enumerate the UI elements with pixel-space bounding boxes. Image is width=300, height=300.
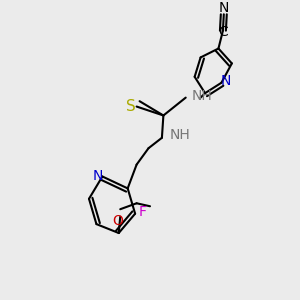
Text: O: O (112, 214, 123, 227)
Text: N: N (219, 1, 229, 15)
Text: C: C (218, 25, 228, 39)
Text: NH: NH (169, 128, 190, 142)
Text: NH: NH (192, 89, 212, 103)
Text: N: N (221, 74, 231, 88)
Text: S: S (126, 99, 136, 114)
Text: F: F (139, 205, 147, 219)
Text: N: N (93, 169, 103, 184)
